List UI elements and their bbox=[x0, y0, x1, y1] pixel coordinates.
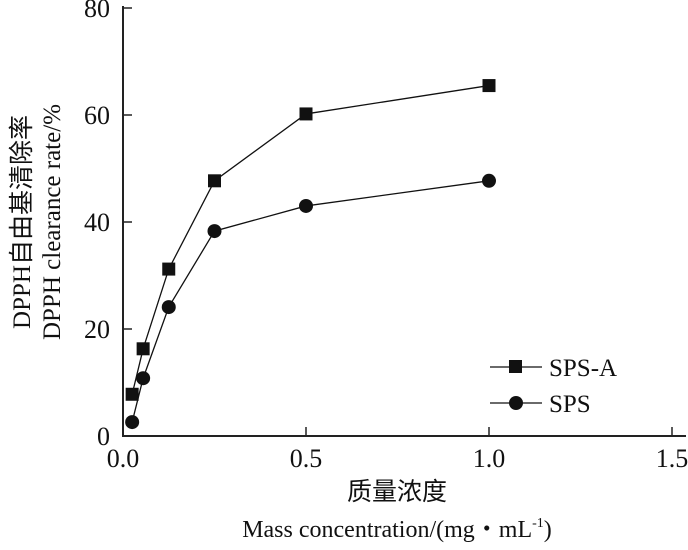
data-point-sps bbox=[299, 198, 313, 213]
x-tick-label: 1.5 bbox=[656, 444, 688, 473]
series-line-sps bbox=[131, 180, 490, 423]
legend-marker-sps-a bbox=[509, 360, 522, 373]
x-axis-title-main: Mass concentration/(mg・mL bbox=[242, 517, 532, 543]
data-point-sps-a bbox=[125, 387, 139, 401]
x-tick-label: 0.5 bbox=[290, 444, 323, 473]
y-tick-label: 80 bbox=[84, 0, 110, 23]
data-point-sps-a bbox=[136, 342, 150, 356]
x-axis-title-cn: 质量浓度 bbox=[347, 478, 447, 506]
x-tick-label: 0.0 bbox=[107, 444, 140, 473]
series-line-sps-a bbox=[131, 84, 490, 395]
legend-marker-sps bbox=[509, 396, 523, 410]
legend-label-sps: SPS bbox=[549, 391, 591, 418]
x-axis-title-sup: -1 bbox=[532, 516, 544, 531]
x-axis-title-end: ) bbox=[544, 517, 552, 543]
data-point-sps-a bbox=[208, 174, 221, 188]
y-axis-title-cn: DPPH自由基清除率 bbox=[8, 115, 36, 329]
legend: SPS-A SPS bbox=[490, 355, 617, 418]
data-point-sps-a bbox=[162, 262, 176, 276]
y-axis-title: DPPH clearance rate/% bbox=[39, 104, 66, 340]
y-tick-label: 60 bbox=[84, 101, 110, 130]
data-point-sps bbox=[136, 371, 151, 386]
x-axis-title: Mass concentration/(mg・mL-1) bbox=[242, 516, 552, 543]
x-tick-label: 1.0 bbox=[473, 444, 506, 473]
data-point-sps bbox=[161, 300, 176, 315]
data-point-sps-a bbox=[482, 79, 496, 93]
y-tick-label: 20 bbox=[84, 315, 110, 344]
data-point-sps bbox=[207, 224, 222, 239]
data-point-sps-a bbox=[299, 107, 313, 121]
data-point-sps bbox=[482, 173, 496, 188]
y-tick-label: 40 bbox=[84, 208, 110, 237]
data-point-sps bbox=[125, 415, 140, 430]
legend-label-sps-a: SPS-A bbox=[549, 355, 617, 382]
y-tick-label: 0 bbox=[97, 422, 110, 451]
